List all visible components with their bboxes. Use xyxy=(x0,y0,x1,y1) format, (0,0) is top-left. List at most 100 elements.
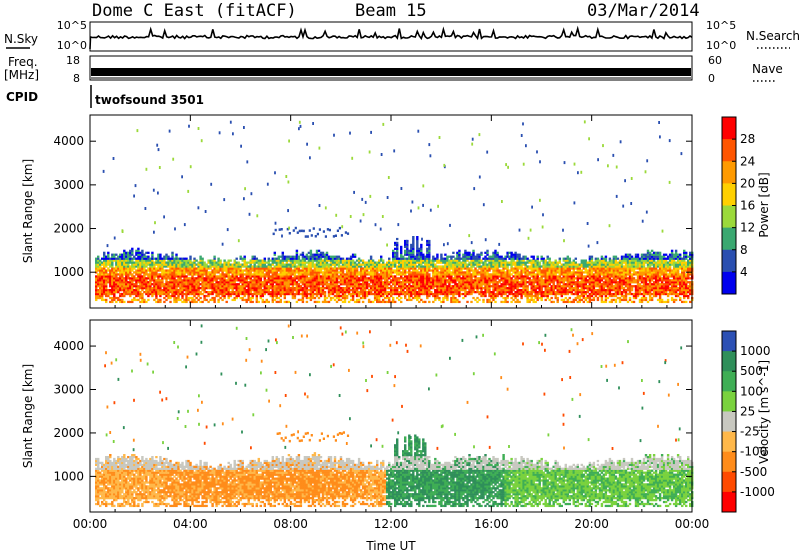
heat-cell xyxy=(231,289,234,292)
heat-cell xyxy=(241,298,244,302)
heat-cell xyxy=(97,267,100,270)
heat-cell xyxy=(157,253,160,256)
heat-cell xyxy=(335,287,339,290)
heat-cell xyxy=(492,259,495,262)
heat-cell xyxy=(406,261,409,264)
heat-cell xyxy=(223,279,226,282)
heat-cell xyxy=(494,292,497,296)
heat-cell xyxy=(476,255,479,258)
heat-cell xyxy=(402,291,405,294)
heat-cell xyxy=(416,243,419,247)
heat-cell xyxy=(221,298,224,302)
heat-cell xyxy=(161,261,164,264)
heat-cell xyxy=(175,275,178,278)
heat-cell xyxy=(416,298,419,302)
heat-cell xyxy=(285,279,289,282)
heat-cell xyxy=(484,273,487,276)
heat-cell xyxy=(568,296,572,300)
heat-cell xyxy=(247,275,250,278)
heat-cell xyxy=(434,298,437,302)
heat-cell xyxy=(169,265,172,268)
heat-cell xyxy=(157,291,160,294)
heat-cell xyxy=(115,257,118,260)
heat-cell xyxy=(486,263,489,266)
heat-cell xyxy=(486,267,489,270)
heat-cell xyxy=(540,259,543,262)
heat-cell xyxy=(371,289,375,292)
heat-cell xyxy=(516,298,519,302)
heat-cell xyxy=(386,261,389,264)
heat-cell xyxy=(540,257,543,260)
heat-cell xyxy=(329,259,333,262)
heat-cell xyxy=(295,283,299,286)
heat-cell xyxy=(392,283,395,286)
heat-cell xyxy=(215,267,218,270)
heat-cell xyxy=(311,279,315,282)
heat-cell xyxy=(347,257,351,260)
heat-cell xyxy=(404,291,407,294)
heat-cell xyxy=(109,271,112,274)
heat-cell xyxy=(309,259,313,262)
heat-cell xyxy=(135,273,138,276)
heat-cell xyxy=(341,281,345,284)
heat-cell xyxy=(474,298,477,302)
heat-cell xyxy=(458,269,461,272)
heat-cell xyxy=(137,273,140,276)
heat-cell xyxy=(412,249,415,252)
heat-cell xyxy=(516,271,519,274)
heat-cell xyxy=(243,281,246,284)
heat-cell xyxy=(325,300,329,304)
heat-cell xyxy=(510,263,513,266)
heat-cell xyxy=(283,285,287,288)
heat-cell xyxy=(195,291,198,294)
heat-cell xyxy=(209,267,212,270)
heat-cell xyxy=(335,255,339,258)
heat-cell xyxy=(482,292,485,296)
heat-cell xyxy=(113,267,116,270)
heat-cell xyxy=(311,269,315,272)
heat-cell xyxy=(408,267,411,270)
heat-cell xyxy=(426,296,429,300)
heat-cell xyxy=(259,279,263,282)
heat-cell xyxy=(309,271,313,274)
heat-cell xyxy=(225,267,228,270)
heat-cell xyxy=(295,253,299,256)
heat-cell xyxy=(129,273,132,276)
heat-cell xyxy=(528,265,531,268)
heat-cell xyxy=(426,275,429,278)
heat-cell xyxy=(175,296,178,300)
heat-cell xyxy=(464,275,467,278)
heat-cell xyxy=(119,273,122,276)
heat-cell xyxy=(209,275,212,278)
heat-cell xyxy=(424,300,427,304)
heat-cell xyxy=(307,265,311,268)
heat-cell xyxy=(217,285,220,288)
heat-cell xyxy=(283,279,287,282)
station-title: Dome C East (fitACF) xyxy=(92,1,297,21)
heat-cell xyxy=(297,271,301,274)
heat-cell xyxy=(165,263,168,266)
heat-cell xyxy=(486,257,489,260)
heat-cell xyxy=(568,275,572,278)
heat-cell xyxy=(251,281,254,284)
heat-cell xyxy=(129,300,132,304)
heat-cell xyxy=(564,275,568,278)
heat-cell xyxy=(396,259,399,262)
heat-cell xyxy=(428,239,431,243)
heat-cell xyxy=(291,289,295,292)
heat-cell xyxy=(215,291,218,294)
heat-cell xyxy=(111,263,114,266)
heat-cell xyxy=(193,283,196,286)
heat-cell xyxy=(363,296,367,300)
heat-cell xyxy=(536,267,539,270)
heat-cell xyxy=(181,263,184,266)
heat-cell xyxy=(145,292,148,296)
heat-cell xyxy=(209,271,212,274)
heat-cell xyxy=(420,273,423,276)
heat-cell xyxy=(301,271,305,274)
heat-cell xyxy=(337,298,341,302)
heat-cell xyxy=(558,277,562,280)
heat-cell xyxy=(512,257,515,260)
heat-cell xyxy=(528,298,531,302)
heat-cell xyxy=(341,279,345,282)
